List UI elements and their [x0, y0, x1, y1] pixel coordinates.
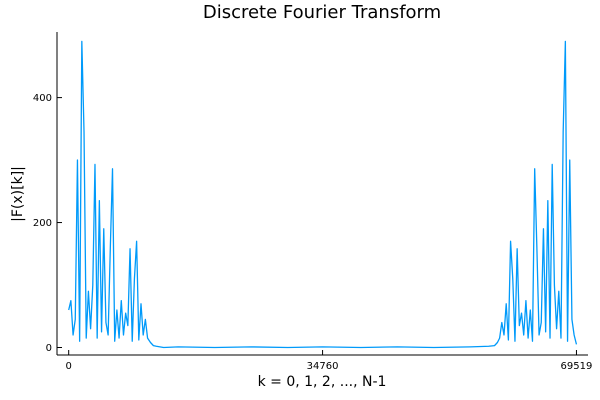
y-tick-label: 200 — [33, 218, 52, 229]
x-tick-label: 34760 — [307, 361, 339, 372]
series-group — [68, 40, 578, 349]
x-ticks: 0 34760 69519 — [65, 350, 592, 372]
x-tick-label: 0 — [65, 361, 71, 372]
y-axis-title: |F(x)[k]| — [10, 166, 26, 222]
dft-magnitude-line — [68, 40, 578, 349]
x-tick-label: 69519 — [561, 361, 593, 372]
y-tick-label: 0 — [46, 343, 52, 354]
x-axis-title: k = 0, 1, 2, ..., N-1 — [258, 374, 387, 390]
y-tick-label: 400 — [33, 93, 52, 104]
y-ticks: 0 200 400 — [33, 93, 62, 354]
chart-title: Discrete Fourier Transform — [203, 2, 441, 23]
plot-area: 0 34760 69519 0 200 400 — [33, 32, 592, 372]
